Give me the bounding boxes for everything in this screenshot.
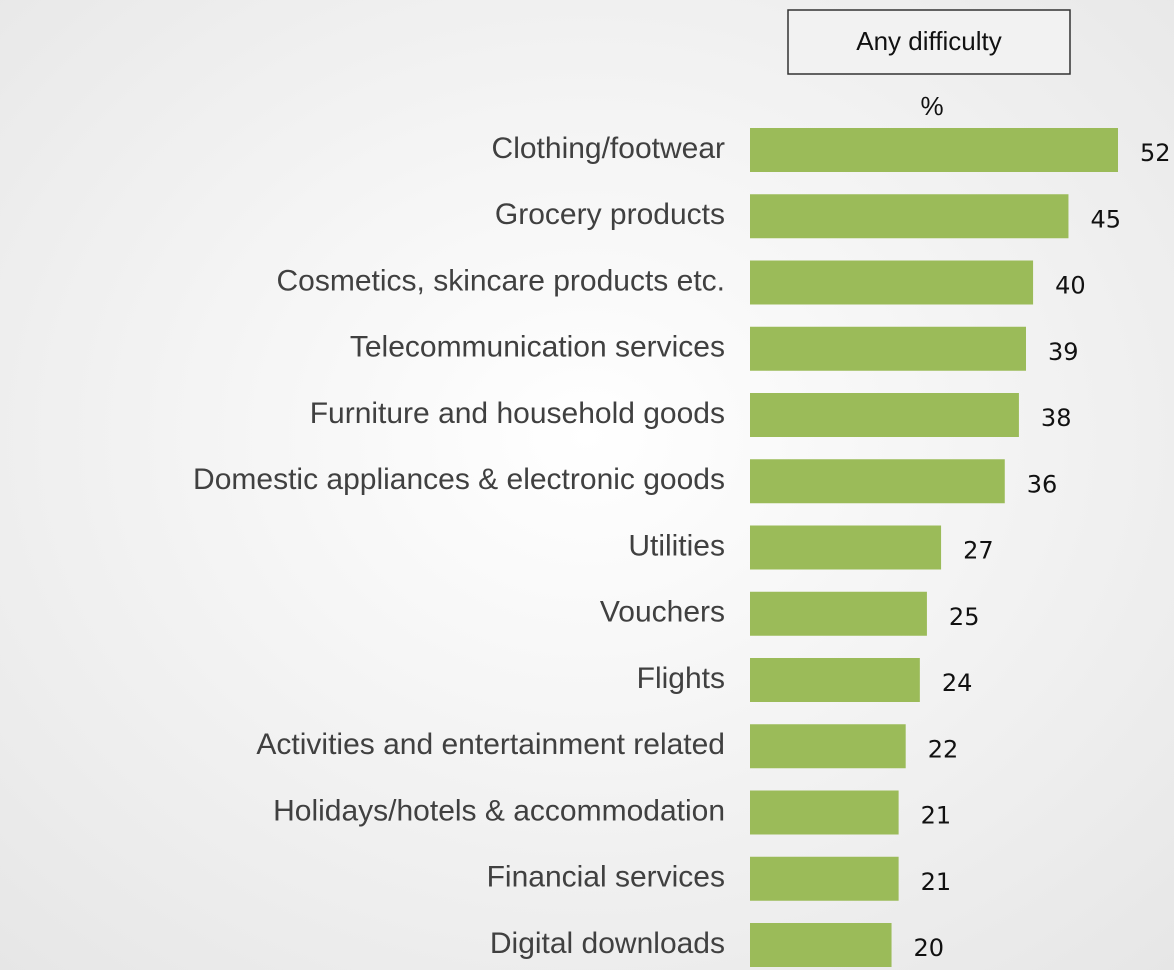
- bar: [750, 128, 1118, 172]
- value-label: 39: [1048, 338, 1079, 366]
- bar: [750, 459, 1005, 504]
- unit-label: %: [920, 91, 943, 121]
- category-label: Cosmetics, skincare products etc.: [277, 264, 726, 297]
- bar: [750, 856, 899, 901]
- category-label: Financial services: [487, 861, 725, 894]
- value-label: 24: [942, 669, 973, 697]
- value-label: 21: [921, 868, 952, 896]
- category-label: Domestic appliances & electronic goods: [193, 463, 725, 496]
- bar: [750, 393, 1019, 437]
- bar: [750, 724, 906, 769]
- bar: [750, 923, 892, 967]
- bar: [750, 326, 1026, 371]
- value-label: 21: [921, 802, 952, 830]
- value-label: 52: [1140, 139, 1171, 167]
- bar: [750, 525, 942, 570]
- category-label: Flights: [637, 662, 725, 695]
- category-label: Furniture and household goods: [310, 397, 725, 430]
- category-label: Grocery products: [495, 198, 725, 231]
- value-label: 36: [1027, 470, 1058, 498]
- category-label: Holidays/hotels & accommodation: [273, 794, 725, 827]
- bar: [750, 260, 1034, 305]
- value-label: 20: [914, 934, 945, 962]
- header-box: [787, 9, 1071, 75]
- category-label: Vouchers: [600, 596, 725, 629]
- bar: [750, 790, 899, 835]
- category-label: Digital downloads: [490, 927, 725, 960]
- category-label: Utilities: [628, 529, 725, 562]
- value-label: 38: [1041, 404, 1072, 432]
- bar: [750, 194, 1069, 239]
- value-label: 40: [1055, 272, 1086, 300]
- bar: [750, 591, 927, 636]
- series-name: Any difficulty: [856, 26, 1001, 56]
- value-label: 22: [928, 735, 959, 763]
- bar: [750, 658, 920, 702]
- category-label: Clothing/footwear: [492, 132, 725, 165]
- value-label: 27: [963, 537, 994, 565]
- category-label: Telecommunication services: [350, 331, 725, 364]
- category-label: Activities and entertainment related: [256, 728, 725, 761]
- value-label: 45: [1090, 205, 1121, 233]
- value-label: 25: [949, 603, 980, 631]
